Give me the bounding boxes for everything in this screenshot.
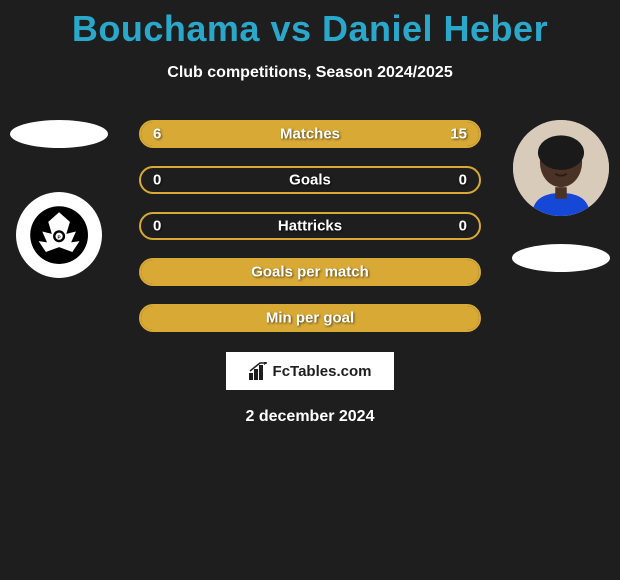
stat-bar: 0 0 Hattricks (139, 212, 481, 240)
bar-label: Goals per match (251, 264, 369, 281)
chart-icon (249, 362, 269, 380)
right-player-column (512, 120, 610, 272)
left-badge-ellipse (10, 120, 108, 148)
bar-label: Matches (280, 126, 340, 143)
stat-bars: 6 15 Matches 0 0 Goals 0 0 Hattricks Goals per ma… (139, 120, 481, 332)
bar-value-left: 6 (153, 126, 161, 143)
stat-bar: Goals per match (139, 258, 481, 286)
comparison-content: P 6 15 Matches 0 0 Goals 0 0 Hattricks Goals per … (0, 120, 620, 426)
left-club-logo: P (16, 192, 102, 278)
left-player-column: P (10, 120, 108, 278)
eagle-crest-icon: P (29, 205, 89, 265)
stat-bar: Min per goal (139, 304, 481, 332)
stat-bar: 6 15 Matches (139, 120, 481, 148)
page-subtitle: Club competitions, Season 2024/2025 (0, 64, 620, 82)
stat-bar: 0 0 Goals (139, 166, 481, 194)
bar-label: Hattricks (278, 218, 342, 235)
bar-fill-right (238, 122, 479, 146)
bar-label: Goals (289, 172, 331, 189)
player-portrait-icon (513, 120, 609, 216)
right-badge-ellipse (512, 244, 610, 272)
bar-value-left: 0 (153, 172, 161, 189)
branding-badge: FcTables.com (226, 352, 394, 390)
bar-value-left: 0 (153, 218, 161, 235)
bar-value-right: 0 (459, 172, 467, 189)
date-label: 2 december 2024 (0, 408, 620, 426)
branding-text: FcTables.com (273, 363, 372, 380)
bar-label: Min per goal (266, 310, 354, 327)
bar-value-right: 0 (459, 218, 467, 235)
bar-value-right: 15 (450, 126, 467, 143)
page-title: Bouchama vs Daniel Heber (0, 0, 620, 50)
right-player-avatar (513, 120, 609, 216)
